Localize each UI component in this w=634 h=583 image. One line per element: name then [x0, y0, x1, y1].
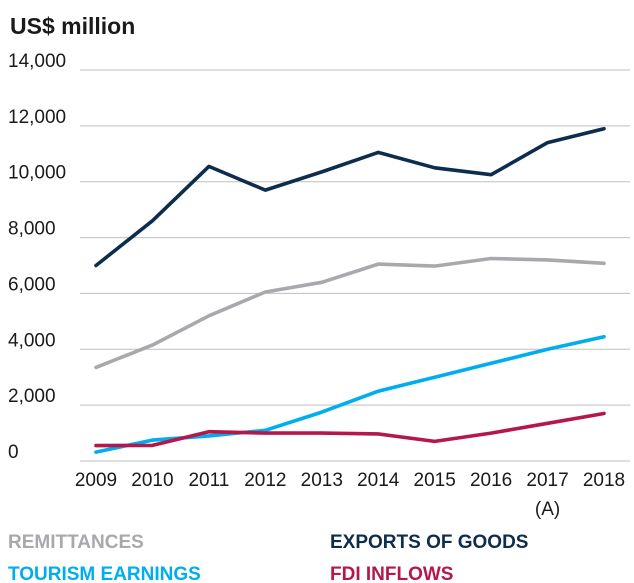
x-tick-label: 2014: [357, 470, 400, 491]
y-tick-label: 2,000: [8, 386, 56, 407]
y-tick-label: 12,000: [8, 107, 66, 128]
series-lines: [94, 126, 606, 454]
y-tick-label: 14,000: [8, 51, 66, 72]
x-tick-label: 2009: [75, 470, 117, 491]
y-tick-label: 0: [8, 442, 19, 463]
x-tick-label: 2017: [526, 470, 568, 491]
x-tick-label: 2011: [188, 470, 229, 491]
x-tick-labels: 2009 2010 2011 2012 2013 2014 2015 2016 2017 (A) 2…: [75, 470, 625, 520]
y-axis-label: US$ million: [10, 13, 135, 39]
x-tick-label: 2013: [301, 470, 343, 491]
x-tick-label: 2015: [414, 470, 456, 491]
series-line-remittances: [94, 256, 606, 370]
series-line-exports-of-goods: [94, 126, 606, 268]
x-tick-sublabel: (A): [535, 499, 560, 520]
gridlines: [80, 69, 630, 462]
x-tick-label: 2016: [470, 470, 512, 491]
legend-remittances: REMITTANCES: [8, 532, 144, 553]
y-tick-labels: 0 2,000 4,000 6,000 8,000 10,000 12,000 14,000: [8, 51, 66, 463]
legend-exports-of-goods: EXPORTS OF GOODS: [330, 532, 528, 553]
y-tick-label: 8,000: [8, 219, 56, 240]
legend: REMITTANCES EXPORTS OF GOODS TOURISM EAR…: [8, 532, 528, 583]
series-line-fdi-inflows: [94, 411, 606, 448]
legend-tourism-earnings: TOURISM EARNINGS: [8, 564, 201, 583]
legend-fdi-inflows: FDI INFLOWS: [330, 564, 453, 583]
x-tick-label: 2010: [131, 470, 173, 491]
x-tick-label: 2012: [244, 470, 286, 491]
y-tick-label: 10,000: [8, 163, 66, 184]
y-tick-label: 6,000: [8, 274, 56, 295]
x-tick-label: 2018: [583, 470, 625, 491]
y-tick-label: 4,000: [8, 330, 56, 351]
